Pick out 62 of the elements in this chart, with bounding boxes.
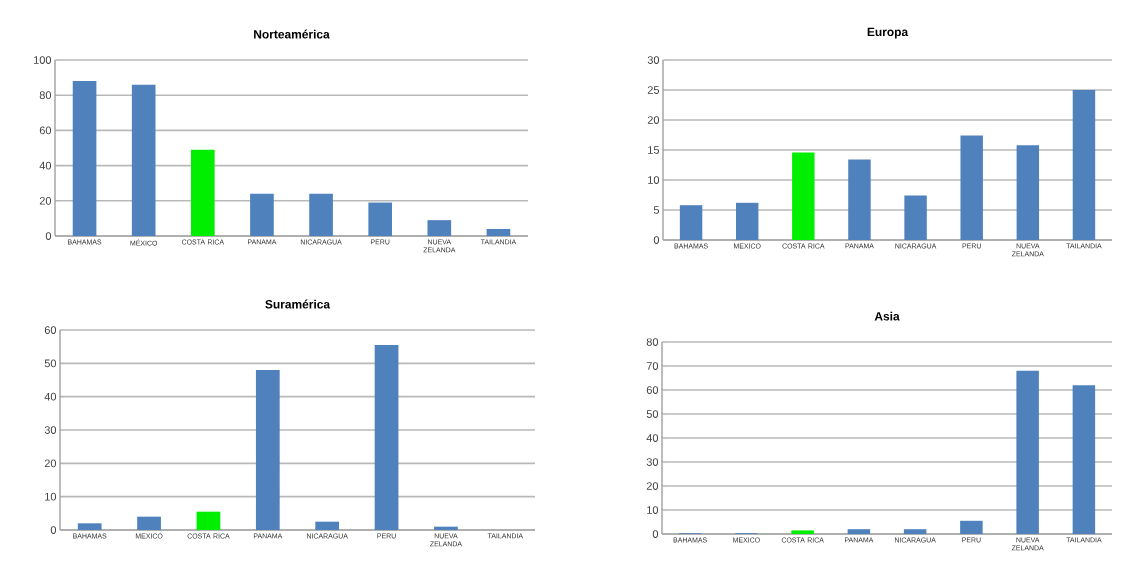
y-tick-label: 0 [45, 232, 52, 240]
y-tick-label: 50 [646, 410, 659, 418]
bar [131, 84, 156, 236]
y-tick-label: 0 [50, 526, 57, 534]
bar [250, 193, 274, 236]
y-tick-label: 15 [648, 146, 660, 154]
bar [679, 205, 703, 240]
bar [1016, 370, 1039, 534]
y-tick-label: 40 [39, 161, 52, 170]
y-tick-label: 30 [647, 56, 660, 64]
y-tick-label: 0 [652, 530, 659, 538]
y-tick-label: 30 [44, 426, 57, 434]
y-tick-label: 80 [39, 91, 52, 100]
bar [847, 529, 871, 534]
bar [791, 530, 814, 534]
bar [255, 370, 280, 530]
y-tick-label: 10 [647, 506, 659, 514]
bar [434, 526, 458, 530]
y-tick-label: 70 [646, 362, 659, 370]
y-tick-label: 10 [45, 492, 57, 501]
y-tick-label: 5 [653, 206, 660, 214]
y-tick-label: 0 [653, 236, 660, 244]
bar [427, 220, 452, 236]
y-tick-label: 50 [44, 359, 57, 368]
y-tick-label: 20 [39, 196, 52, 205]
bar [1072, 90, 1096, 240]
y-tick-label: 60 [646, 386, 659, 394]
bar [315, 521, 340, 530]
bar [486, 228, 511, 236]
bar [960, 135, 983, 240]
bar [137, 516, 161, 530]
y-tick-label: 40 [44, 392, 57, 401]
y-tick-label: 10 [648, 176, 660, 184]
bar [792, 152, 815, 240]
chart-title: Suramérica [265, 299, 331, 309]
bar [1072, 385, 1096, 534]
y-tick-label: 20 [646, 482, 659, 490]
y-tick-label: 60 [44, 326, 57, 334]
bar [374, 345, 399, 530]
y-tick-label: 30 [646, 458, 659, 466]
bar [960, 520, 983, 534]
bar [848, 159, 871, 240]
y-tick-label: 20 [44, 459, 57, 468]
y-tick-label: 60 [39, 126, 52, 135]
bar [196, 511, 221, 530]
chart-title: Europa [867, 27, 909, 39]
bar [190, 149, 215, 236]
bar [309, 193, 333, 236]
y-tick-label: 40 [646, 434, 659, 442]
bar [904, 195, 927, 240]
chart-title: Asia [874, 311, 900, 321]
y-tick-label: 80 [646, 338, 659, 346]
bar [72, 81, 97, 236]
bar [903, 529, 927, 534]
bar [77, 523, 102, 530]
y-tick-label: 25 [647, 86, 660, 94]
bar [1016, 145, 1040, 240]
chart-title: Norteamérica [254, 29, 330, 39]
bar [735, 202, 759, 240]
y-tick-label: 20 [647, 116, 660, 124]
bar [368, 202, 393, 236]
y-tick-label: 100 [34, 56, 52, 64]
